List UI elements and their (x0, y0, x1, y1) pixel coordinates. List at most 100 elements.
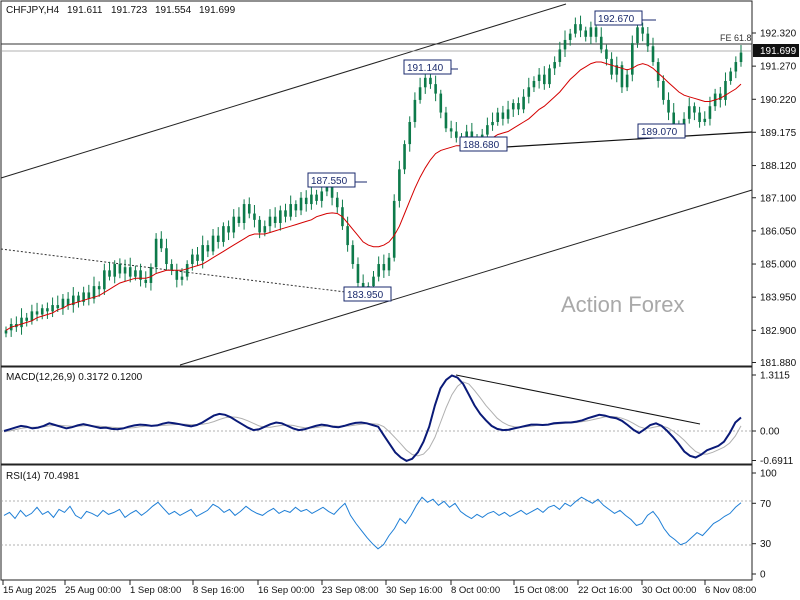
price-bar (584, 26, 588, 42)
rsi-tick-label: 70 (760, 499, 772, 510)
price-bar (439, 89, 443, 119)
price-bar (455, 122, 458, 143)
time-tick-label: 25 Aug 00:00 (65, 585, 121, 596)
price-bar (553, 56, 556, 75)
chart-title: CHFJPY,H4 (6, 5, 60, 16)
price-bar (315, 189, 318, 205)
price-bar (662, 75, 665, 105)
price-bar (25, 312, 29, 327)
price-bar (185, 260, 189, 281)
price-tick-label: 185.000 (760, 260, 797, 271)
price-bar (273, 207, 277, 228)
macd-tick-label: 1.3115 (760, 371, 790, 382)
price-bar (449, 120, 453, 139)
price-bar (511, 99, 515, 117)
price-bar (398, 160, 401, 208)
macd-title: MACD(12,26,9) 0.3172 0.1200 (6, 372, 143, 383)
trendlines (0, 3, 753, 366)
price-bar (356, 257, 360, 291)
price-axis: 192.320 191.270 190.220 189.175 188.120 187.1… (752, 29, 797, 369)
price-tick-label: 186.050 (760, 226, 797, 237)
price-bar (289, 195, 292, 221)
price-bar (51, 297, 54, 318)
price-bar (159, 231, 163, 253)
price-bar (605, 44, 608, 66)
price-bar (351, 240, 355, 269)
price-bar (543, 66, 546, 90)
rsi-tick-label: 100 (760, 469, 777, 480)
price-bar (734, 56, 738, 79)
price-bar (729, 67, 732, 85)
price-bar (377, 256, 380, 282)
time-tick-label: 30 Oct 00:00 (642, 585, 696, 596)
time-tick-label: 15 Oct 08:00 (514, 585, 568, 596)
price-bar (522, 89, 525, 114)
price-bar (703, 111, 707, 126)
price-bar (56, 295, 60, 313)
price-bar (46, 302, 49, 319)
price-bar (196, 246, 199, 266)
price-tick-label: 188.120 (760, 161, 797, 172)
neckline (505, 131, 753, 148)
price-bar (403, 140, 406, 175)
price-bar (123, 259, 127, 282)
macd-panel-frame (0, 366, 753, 465)
fe-label: FE 61.8 (720, 33, 752, 43)
price-bar (382, 254, 386, 278)
time-tick-label: 1 Sep 08:00 (130, 585, 181, 596)
price-bar (599, 27, 603, 54)
macd-trendline (455, 374, 701, 425)
watermark-text: Action Forex (561, 292, 685, 317)
price-bar (222, 222, 225, 247)
time-tick-label: 16 Sep 00:00 (258, 585, 315, 596)
price-bar (77, 291, 80, 308)
price-bar (687, 97, 691, 124)
svg-text:187.550: 187.550 (311, 176, 348, 187)
price-tick-label: 190.220 (760, 95, 797, 106)
price-bar (279, 205, 282, 231)
price-level-label: 188.680 (459, 136, 508, 152)
price-bar (237, 207, 241, 227)
price-bar (206, 240, 210, 258)
price-bar (304, 190, 308, 212)
price-bar (517, 97, 520, 116)
price-bar (170, 259, 173, 276)
price-bar (563, 30, 567, 57)
price-tick-label: 182.900 (760, 326, 797, 337)
price-bar (128, 257, 132, 283)
time-tick-label: 15 Aug 2025 (3, 585, 56, 596)
price-tick-label: 183.950 (760, 293, 797, 304)
rsi-title: RSI(14) 70.4981 (6, 471, 80, 482)
svg-text:192.670: 192.670 (598, 14, 635, 25)
price-panel: CHFJPY,H4 191.611 191.723 191.554 191.69… (0, 0, 799, 369)
price-bar (310, 185, 313, 210)
price-level-label: 187.550 (307, 172, 356, 188)
price-bar (320, 184, 324, 208)
time-tick-label: 30 Sep 16:00 (386, 585, 443, 596)
price-bar (294, 200, 298, 218)
price-bar (61, 294, 65, 315)
rsi-panel-frame (0, 464, 753, 581)
price-bar (641, 22, 644, 42)
price-bar (4, 326, 8, 338)
price-tick-label: 181.880 (760, 358, 797, 369)
price-bar (548, 64, 551, 88)
price-bar (501, 105, 505, 126)
channel-lower-line (179, 189, 753, 366)
svg-text:183.950: 183.950 (347, 290, 384, 301)
price-bar (92, 276, 96, 304)
price-tick-label: 189.175 (760, 128, 797, 139)
price-bars (4, 15, 743, 338)
price-bar (201, 235, 204, 269)
price-bar (144, 271, 148, 288)
price-bar (739, 44, 743, 67)
price-bar (247, 197, 251, 219)
ohlc-low: 191.554 (155, 5, 192, 16)
time-axis: 15 Aug 2025 25 Aug 00:00 1 Sep 08:00 8 Sep … (2, 580, 756, 596)
price-bar (268, 209, 272, 233)
price-bar (496, 107, 500, 126)
price-bar (66, 292, 70, 310)
price-bar (589, 21, 593, 45)
price-bar (408, 116, 412, 152)
